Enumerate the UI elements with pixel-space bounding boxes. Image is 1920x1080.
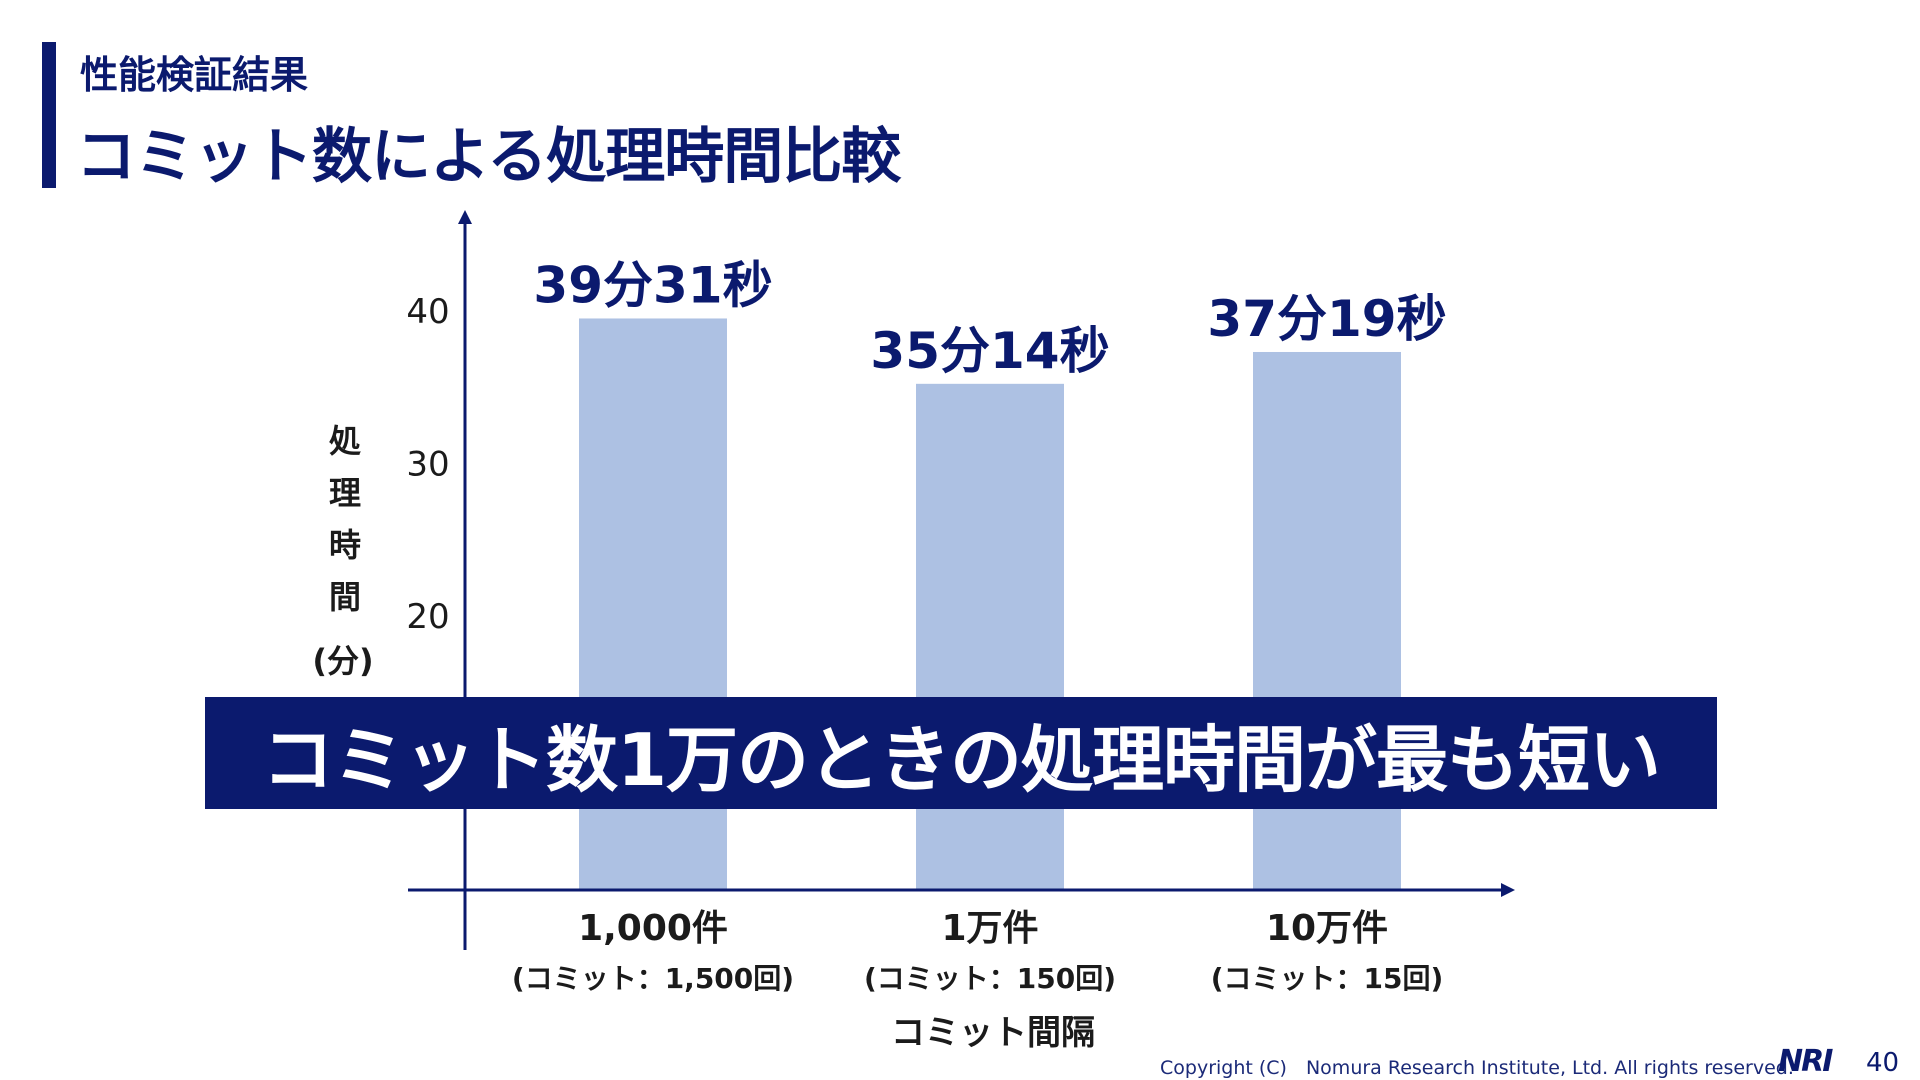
- y-axis-arrow: [458, 210, 472, 224]
- data-label-3: 37分19秒: [1207, 290, 1446, 348]
- category-sublabel-1: (コミット：1,500回): [512, 962, 794, 995]
- data-label-1: 39分31秒: [533, 256, 772, 314]
- y-tick-label-20: 20: [406, 597, 449, 637]
- footer-copyright: Copyright (C) Nomura Research Institute,…: [1160, 1057, 1794, 1079]
- y-tick-label-30: 30: [406, 444, 449, 484]
- bar-2: [916, 383, 1064, 890]
- callout-banner: コミット数1万のときの処理時間が最も短い: [205, 697, 1717, 809]
- category-sublabel-3: (コミット：15回): [1211, 962, 1444, 995]
- nri-logo: NRI: [1778, 1044, 1833, 1079]
- slide-title: コミット数による処理時間比較: [76, 122, 901, 192]
- data-label-2: 35分14秒: [870, 322, 1109, 380]
- bar-3: [1253, 351, 1401, 890]
- y-tick-label-40: 40: [406, 292, 449, 332]
- category-label-3: 10万件: [1266, 908, 1388, 949]
- category-label-1: 1,000件: [578, 908, 728, 949]
- category-sublabel-2: (コミット：150回): [864, 962, 1116, 995]
- page-number: 40: [1866, 1048, 1900, 1078]
- section-subtitle: 性能検証結果: [80, 53, 309, 97]
- y-axis-unit: (分): [312, 642, 373, 680]
- y-axis-label: 処理時間: [329, 422, 361, 616]
- category-label-2: 1万件: [941, 908, 1038, 949]
- x-axis-label: コミット間隔: [891, 1013, 1095, 1053]
- x-axis-arrow: [1501, 883, 1515, 897]
- title-accent-bar: [42, 42, 56, 188]
